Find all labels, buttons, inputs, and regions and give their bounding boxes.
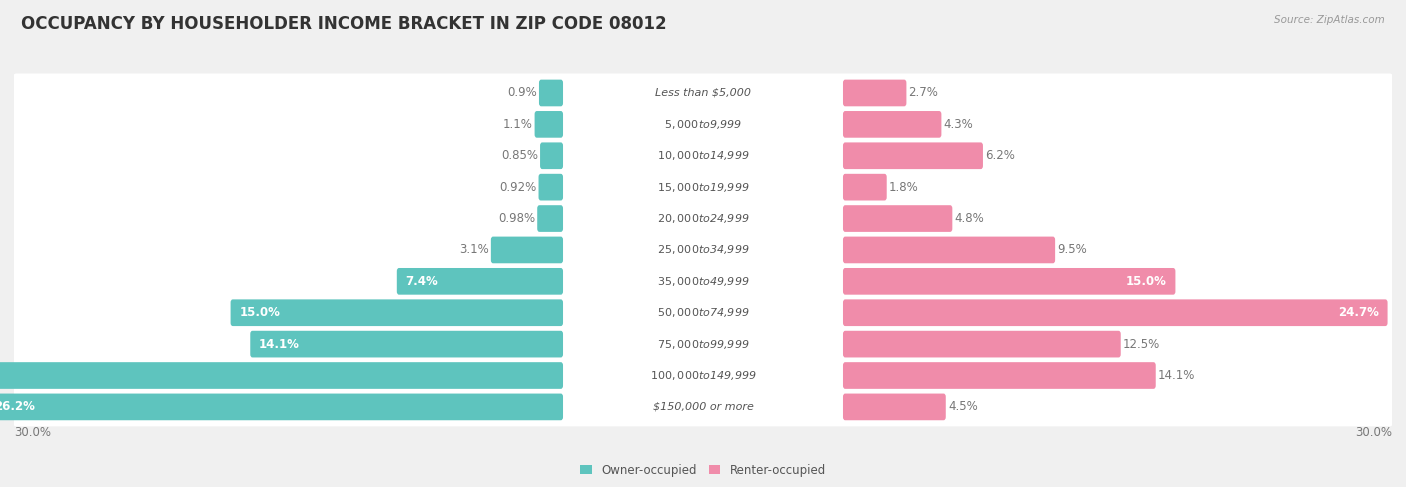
Text: $20,000 to $24,999: $20,000 to $24,999 (657, 212, 749, 225)
FancyBboxPatch shape (13, 105, 1393, 144)
FancyBboxPatch shape (0, 362, 562, 389)
FancyBboxPatch shape (844, 300, 1388, 326)
Text: 0.98%: 0.98% (498, 212, 536, 225)
FancyBboxPatch shape (538, 174, 562, 201)
Text: 1.1%: 1.1% (502, 118, 533, 131)
FancyBboxPatch shape (534, 111, 562, 138)
Text: $150,000 or more: $150,000 or more (652, 402, 754, 412)
Text: $100,000 to $149,999: $100,000 to $149,999 (650, 369, 756, 382)
FancyBboxPatch shape (844, 142, 983, 169)
FancyBboxPatch shape (0, 393, 562, 420)
Text: $75,000 to $99,999: $75,000 to $99,999 (657, 337, 749, 351)
FancyBboxPatch shape (844, 111, 942, 138)
Text: 4.3%: 4.3% (943, 118, 973, 131)
Legend: Owner-occupied, Renter-occupied: Owner-occupied, Renter-occupied (575, 459, 831, 482)
FancyBboxPatch shape (250, 331, 562, 357)
Text: 9.5%: 9.5% (1057, 244, 1087, 257)
Text: 15.0%: 15.0% (1126, 275, 1167, 288)
FancyBboxPatch shape (13, 199, 1393, 238)
Text: 0.85%: 0.85% (501, 149, 538, 162)
Text: $50,000 to $74,999: $50,000 to $74,999 (657, 306, 749, 319)
FancyBboxPatch shape (844, 237, 1054, 263)
FancyBboxPatch shape (396, 268, 562, 295)
Text: 0.92%: 0.92% (499, 181, 536, 194)
Text: Source: ZipAtlas.com: Source: ZipAtlas.com (1274, 15, 1385, 25)
Text: 4.5%: 4.5% (948, 400, 977, 413)
FancyBboxPatch shape (13, 388, 1393, 427)
FancyBboxPatch shape (844, 362, 1156, 389)
FancyBboxPatch shape (13, 293, 1393, 332)
FancyBboxPatch shape (13, 230, 1393, 269)
Text: $5,000 to $9,999: $5,000 to $9,999 (664, 118, 742, 131)
FancyBboxPatch shape (844, 205, 952, 232)
Text: 30.0%: 30.0% (14, 426, 51, 439)
Text: 3.1%: 3.1% (458, 244, 489, 257)
Text: 7.4%: 7.4% (405, 275, 439, 288)
FancyBboxPatch shape (13, 325, 1393, 364)
FancyBboxPatch shape (13, 262, 1393, 301)
FancyBboxPatch shape (540, 142, 562, 169)
Text: 15.0%: 15.0% (239, 306, 280, 319)
Text: 30.0%: 30.0% (1355, 426, 1392, 439)
Text: 0.9%: 0.9% (508, 87, 537, 99)
FancyBboxPatch shape (844, 80, 907, 106)
Text: 12.5%: 12.5% (1123, 337, 1160, 351)
FancyBboxPatch shape (844, 174, 887, 201)
FancyBboxPatch shape (13, 356, 1393, 395)
FancyBboxPatch shape (13, 74, 1393, 112)
FancyBboxPatch shape (231, 300, 562, 326)
FancyBboxPatch shape (491, 237, 562, 263)
FancyBboxPatch shape (844, 393, 946, 420)
FancyBboxPatch shape (844, 331, 1121, 357)
Text: 14.1%: 14.1% (259, 337, 299, 351)
Text: $25,000 to $34,999: $25,000 to $34,999 (657, 244, 749, 257)
FancyBboxPatch shape (13, 168, 1393, 206)
Text: OCCUPANCY BY HOUSEHOLDER INCOME BRACKET IN ZIP CODE 08012: OCCUPANCY BY HOUSEHOLDER INCOME BRACKET … (21, 15, 666, 33)
FancyBboxPatch shape (538, 80, 562, 106)
Text: 2.7%: 2.7% (908, 87, 938, 99)
Text: 4.8%: 4.8% (955, 212, 984, 225)
FancyBboxPatch shape (13, 136, 1393, 175)
Text: 1.8%: 1.8% (889, 181, 918, 194)
Text: 26.2%: 26.2% (0, 400, 35, 413)
FancyBboxPatch shape (537, 205, 562, 232)
Text: 6.2%: 6.2% (986, 149, 1015, 162)
Text: $10,000 to $14,999: $10,000 to $14,999 (657, 149, 749, 162)
Text: Less than $5,000: Less than $5,000 (655, 88, 751, 98)
Text: 14.1%: 14.1% (1159, 369, 1195, 382)
Text: 24.7%: 24.7% (1339, 306, 1379, 319)
FancyBboxPatch shape (844, 268, 1175, 295)
Text: $35,000 to $49,999: $35,000 to $49,999 (657, 275, 749, 288)
Text: $15,000 to $19,999: $15,000 to $19,999 (657, 181, 749, 194)
